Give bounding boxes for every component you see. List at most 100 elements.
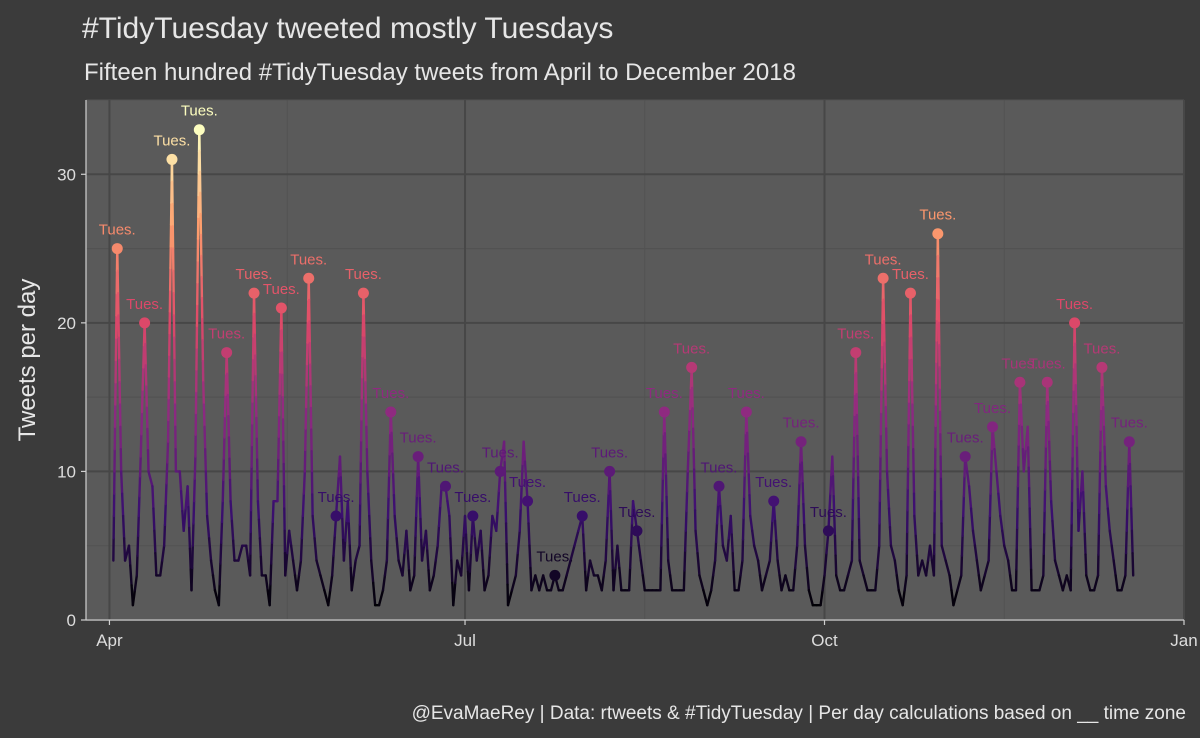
tuesday-label: Tues. xyxy=(400,430,437,447)
series-line-segment xyxy=(961,514,965,538)
tuesday-point xyxy=(549,569,561,581)
tuesday-point xyxy=(522,495,534,507)
series-line-segment xyxy=(160,544,166,562)
series-line-segment xyxy=(315,559,322,577)
series-line-segment xyxy=(948,574,953,592)
series-line-segment xyxy=(611,549,615,572)
series-line-segment xyxy=(383,559,389,577)
series-line-segment xyxy=(618,566,623,592)
series-line-segment xyxy=(264,574,269,592)
series-line-segment xyxy=(534,574,541,592)
series-line-segment xyxy=(301,492,306,518)
tuesday-label: Tues. xyxy=(1083,340,1120,357)
series-line-segment xyxy=(437,504,442,528)
tuesday-point xyxy=(221,347,233,359)
tuesday-point xyxy=(576,510,588,522)
series-line-segment xyxy=(801,482,805,506)
series-line-segment xyxy=(628,544,633,570)
x-tick-label: Jul xyxy=(454,631,476,650)
series-line-segment xyxy=(1126,485,1130,510)
series-line-segment xyxy=(1082,511,1086,536)
series-line-segment xyxy=(256,499,261,521)
series-line-segment xyxy=(140,388,144,414)
y-tick-label: 0 xyxy=(67,611,76,630)
series-line-segment xyxy=(1131,551,1135,577)
series-line-segment xyxy=(479,529,484,552)
series-line-segment xyxy=(386,516,390,541)
series-line-segment xyxy=(709,574,715,592)
chart-caption: @EvaMaeRey | Data: rtweets & #TidyTuesda… xyxy=(412,703,1186,724)
chart-title: #TidyTuesday tweeted mostly Tuesdays xyxy=(82,12,613,45)
series-line-segment xyxy=(341,517,345,541)
tuesday-label: Tues. xyxy=(509,474,546,491)
series-line-segment xyxy=(257,518,262,540)
series-line-segment xyxy=(222,436,226,460)
tuesday-label: Tues. xyxy=(208,326,245,343)
series-line-segment xyxy=(223,393,227,418)
series-line-segment xyxy=(1110,544,1115,562)
tuesday-point xyxy=(604,465,616,477)
series-line-segment xyxy=(187,526,192,550)
series-line-segment xyxy=(828,492,832,514)
series-line-segment xyxy=(802,523,807,547)
series-line-segment xyxy=(895,574,900,592)
series-line-segment xyxy=(823,551,828,577)
series-line-segment xyxy=(387,453,391,477)
series-line-segment xyxy=(702,589,709,607)
series-line-segment xyxy=(833,534,837,557)
series-line-segment xyxy=(291,559,297,577)
series-line-segment xyxy=(387,474,391,499)
series-line-segment xyxy=(302,470,307,495)
series-line-segment xyxy=(962,475,966,498)
series-line-segment xyxy=(1102,405,1106,429)
series-line-segment xyxy=(367,492,371,518)
tuesday-point xyxy=(713,480,725,492)
tuesday-label: Tues. xyxy=(892,266,929,283)
tuesday-label: Tues. xyxy=(482,444,519,461)
series-line-segment xyxy=(131,589,137,607)
series-line-segment xyxy=(1126,462,1130,488)
series-line-segment xyxy=(330,554,335,577)
series-line-segment xyxy=(268,583,272,607)
series-line-segment xyxy=(833,514,837,538)
series-line-segment xyxy=(1001,529,1006,547)
series-line-segment xyxy=(694,529,699,555)
series-line-segment xyxy=(480,549,485,572)
series-line-segment xyxy=(846,559,854,577)
series-line-segment xyxy=(152,507,156,533)
series-line-segment xyxy=(1019,403,1024,429)
series-line-segment xyxy=(743,453,747,477)
series-line-segment xyxy=(1008,574,1014,592)
series-line-segment xyxy=(1081,491,1086,515)
series-line-segment xyxy=(732,570,736,592)
tuesday-point xyxy=(412,451,424,463)
series-line-segment xyxy=(217,583,221,607)
series-line-segment xyxy=(940,544,947,562)
series-line-segment xyxy=(913,514,917,538)
series-line-segment xyxy=(773,519,778,542)
series-line-segment xyxy=(719,504,723,528)
series-line-segment xyxy=(1092,574,1100,592)
series-line-segment xyxy=(960,534,964,557)
series-line-segment xyxy=(465,551,470,573)
series-line-segment xyxy=(1052,539,1057,562)
series-line-segment xyxy=(748,494,752,518)
tuesday-label: Tues. xyxy=(837,326,874,343)
series-line-segment xyxy=(713,540,718,562)
series-line-segment xyxy=(1081,470,1085,494)
series-line-segment xyxy=(975,559,981,577)
series-line-segment xyxy=(1038,574,1045,592)
series-line-segment xyxy=(138,475,142,498)
tuesday-point xyxy=(822,525,834,537)
series-line-segment xyxy=(665,516,669,541)
series-line-segment xyxy=(487,554,491,577)
tuesday-points xyxy=(111,124,1135,581)
series-line-segment xyxy=(377,589,385,607)
series-line-segment xyxy=(987,537,991,562)
series-line-segment xyxy=(369,537,373,562)
series-line-segment xyxy=(191,522,195,547)
series-line-segment xyxy=(760,574,768,592)
series-line-segment xyxy=(153,529,157,555)
series-line-segment xyxy=(573,529,580,547)
